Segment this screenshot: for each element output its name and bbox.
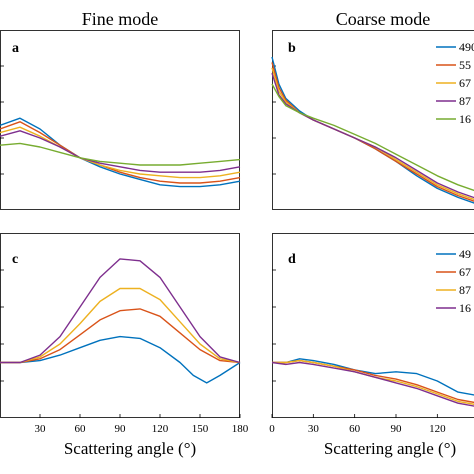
- legend-label-b-4: 16: [459, 112, 471, 126]
- x-tick-label-c: 180: [232, 423, 249, 435]
- panel-b: 490 55 67 87 16: [271, 30, 474, 210]
- series-line-a-3: [0, 130, 241, 173]
- x-tick-label-d: 90: [391, 423, 403, 435]
- x-tick-label-d: 120: [429, 423, 446, 435]
- axes-frame-b: [272, 30, 474, 210]
- axes-frame-a: [0, 30, 240, 210]
- legend-label-d-2: 87: [459, 283, 471, 297]
- panel-c: 30 60 90 120 150 180 Scattering angle (°): [0, 233, 249, 458]
- x-tick-label-c: 90: [115, 423, 127, 435]
- series-line-a-2: [0, 126, 241, 179]
- panel-d: 0 30 60 90 120 Scattering angle (°) 49 67 87 16: [269, 233, 474, 458]
- panel-letter-b: b: [288, 41, 296, 56]
- series-line-c-2: [0, 287, 241, 364]
- axes-frame-c: [0, 233, 240, 418]
- legend-label-b-2: 67: [459, 76, 471, 90]
- series-line-d-2: [272, 359, 474, 405]
- panel-letter-a: a: [12, 41, 19, 56]
- panel-a: [0, 30, 241, 210]
- legend-label-d-0: 49: [459, 247, 471, 261]
- series-line-c-0: [0, 335, 241, 384]
- series-line-d-0: [272, 358, 474, 396]
- x-tick-label-c: 150: [192, 423, 209, 435]
- legend-label-d-3: 16: [459, 301, 471, 315]
- series-line-b-3: [271, 72, 474, 199]
- series-line-b-4: [271, 83, 474, 192]
- panel-letter-c: c: [12, 252, 18, 267]
- series-line-a-0: [0, 117, 241, 188]
- column-title-coarse: Coarse mode: [336, 9, 430, 29]
- x-tick-label-c: 120: [152, 423, 169, 435]
- x-axis-label-d: Scattering angle (°): [324, 439, 456, 458]
- x-tick-label-d: 30: [308, 423, 320, 435]
- x-tick-label-d: 60: [349, 423, 361, 435]
- legend-label-b-0: 490: [459, 40, 474, 54]
- x-tick-label-c: 60: [75, 423, 87, 435]
- legend-label-b-3: 87: [459, 94, 471, 108]
- series-line-c-1: [0, 308, 241, 364]
- legend-label-d-1: 67: [459, 265, 471, 279]
- legend-label-b-1: 55: [459, 58, 471, 72]
- x-tick-label-d: 0: [269, 423, 275, 435]
- series-line-b-1: [271, 62, 474, 202]
- column-title-fine: Fine mode: [82, 9, 159, 29]
- series-line-d-3: [271, 361, 474, 407]
- series-line-c-3: [0, 258, 241, 364]
- x-axis-label-c: Scattering angle (°): [64, 439, 196, 458]
- series-line-a-4: [0, 142, 241, 166]
- panel-letter-d: d: [288, 252, 296, 267]
- x-tick-label-c: 30: [35, 423, 47, 435]
- series-line-a-1: [0, 121, 241, 184]
